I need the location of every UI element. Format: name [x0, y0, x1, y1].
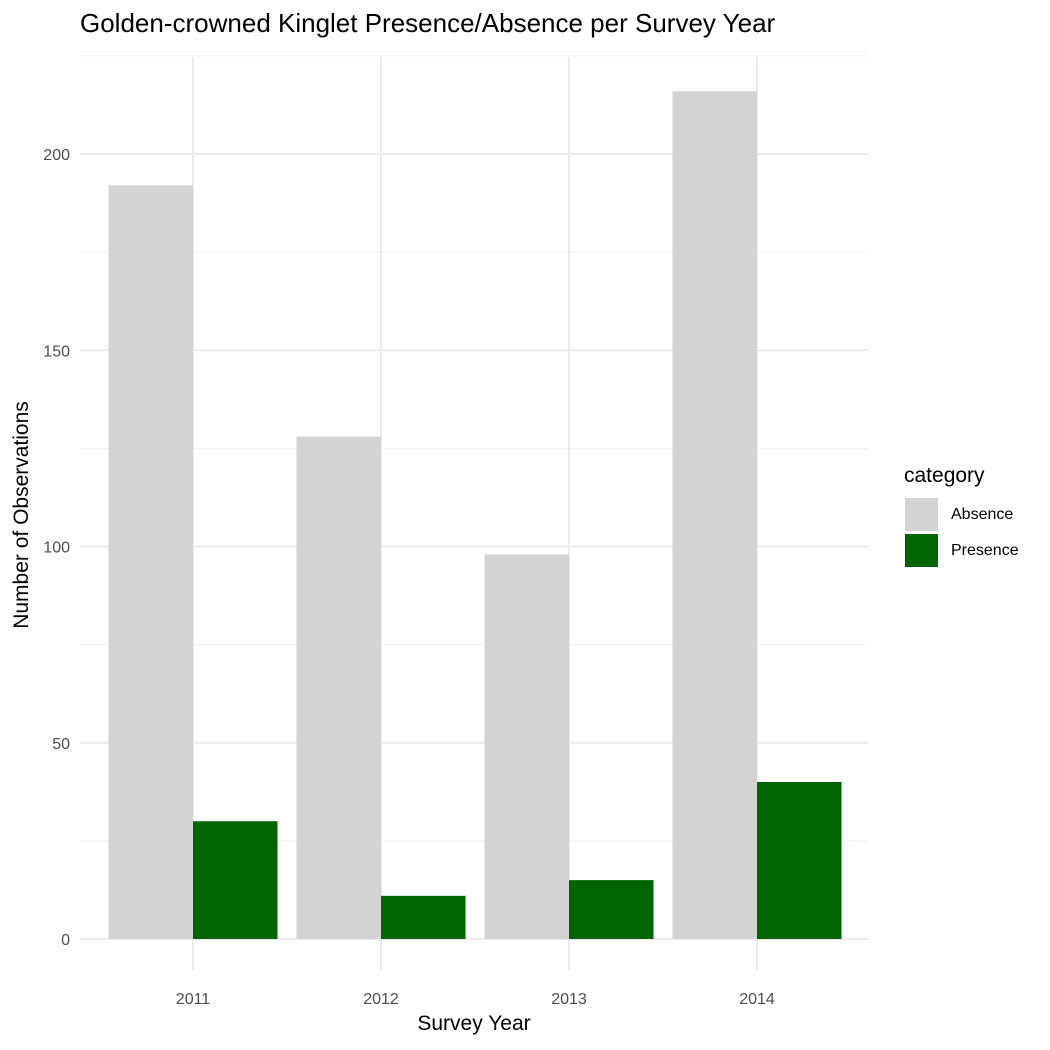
bar-absence — [672, 91, 757, 939]
bar-absence — [108, 185, 193, 939]
legend-title: category — [904, 464, 985, 487]
legend-label: Absence — [951, 505, 1014, 523]
x-tick-label: 2011 — [176, 991, 211, 1008]
y-tick-label: 50 — [52, 736, 70, 753]
x-axis-label: Survey Year — [417, 1012, 531, 1035]
bar-presence — [757, 782, 842, 939]
x-tick-label: 2012 — [363, 991, 399, 1008]
legend-swatch — [905, 534, 938, 567]
x-tick-label: 2014 — [739, 991, 775, 1008]
legend-label: Presence — [951, 541, 1019, 559]
bar-absence — [296, 436, 381, 939]
legend-item-absence: Absence — [905, 498, 1013, 531]
y-tick-label: 100 — [43, 540, 70, 557]
y-tick-label: 0 — [61, 932, 70, 949]
legend-swatch — [905, 498, 938, 531]
bar-presence — [381, 895, 466, 939]
y-axis-label: Number of Observations — [10, 401, 33, 629]
y-tick-label: 200 — [43, 147, 70, 164]
bar-presence — [193, 821, 278, 939]
x-tick-label: 2013 — [551, 991, 587, 1008]
chart-title: Golden-crowned Kinglet Presence/Absence … — [80, 8, 776, 38]
bar-presence — [569, 880, 654, 939]
legend-item-presence: Presence — [905, 534, 1019, 567]
bar-absence — [484, 554, 569, 939]
y-tick-label: 150 — [43, 343, 70, 360]
